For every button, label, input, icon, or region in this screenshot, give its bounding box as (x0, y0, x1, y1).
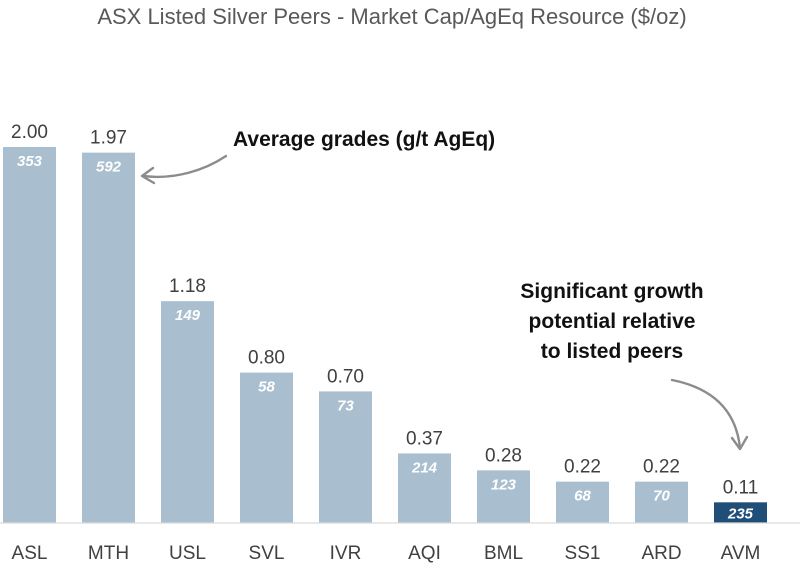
category-label-usl: USL (169, 543, 206, 564)
value-label-ard: 0.22 (643, 457, 680, 478)
grade-label-usl: 149 (175, 307, 201, 324)
grades-arrow-icon (141, 154, 228, 178)
category-label-mth: MTH (88, 543, 129, 564)
category-label-ivr: IVR (330, 543, 362, 564)
value-label-usl: 1.18 (169, 276, 206, 297)
value-label-mth: 1.97 (90, 128, 127, 149)
category-label-bml: BML (484, 543, 523, 564)
chart-title: ASX Listed Silver Peers - Market Cap/AgE… (97, 4, 686, 29)
bar-svl (240, 372, 293, 523)
grade-label-mth: 592 (96, 159, 122, 176)
bar-group: 2.00 353 ASL 1.97 592 MTH 1.18 149 USL 0.80 58 SVL 0… (3, 122, 767, 564)
grade-label-asl: 353 (17, 153, 43, 170)
category-label-ard: ARD (641, 543, 681, 564)
value-label-avm: 0.11 (723, 477, 759, 498)
growth-annotation-line-2: potential relative (529, 310, 696, 333)
grade-label-aqi: 214 (411, 459, 438, 476)
category-label-asl: ASL (12, 543, 48, 564)
growth-arrowhead-icon (730, 435, 749, 451)
growth-arrow-icon (670, 378, 742, 450)
bar-asl (3, 147, 56, 523)
bar-usl (161, 301, 214, 523)
grade-label-bml: 123 (491, 476, 517, 493)
category-label-ss1: SS1 (565, 543, 601, 564)
bar-ard (635, 481, 688, 523)
growth-annotation-line-3: to listed peers (541, 340, 683, 363)
value-label-svl: 0.80 (248, 348, 285, 369)
bar-bml (477, 470, 530, 523)
value-label-bml: 0.28 (485, 445, 522, 466)
category-label-aqi: AQI (408, 543, 441, 564)
growth-annotation-line-1: Significant growth (520, 280, 703, 303)
category-label-svl: SVL (249, 543, 285, 564)
grade-label-svl: 58 (258, 379, 275, 396)
grade-label-avm: 235 (727, 506, 754, 523)
grade-label-ivr: 73 (337, 397, 354, 414)
grade-label-ard: 70 (653, 488, 670, 505)
bar-mth (82, 152, 135, 523)
bar-aqi (398, 453, 451, 523)
grades-annotation: Average grades (g/t AgEq) (233, 128, 495, 151)
value-label-aqi: 0.37 (406, 428, 443, 449)
bar-ivr (319, 391, 372, 523)
value-label-ss1: 0.22 (564, 457, 601, 478)
grade-label-ss1: 68 (574, 488, 591, 505)
grades-arrowhead-icon (140, 166, 156, 185)
category-label-avm: AVM (721, 543, 761, 564)
value-label-ivr: 0.70 (327, 366, 364, 387)
bar-ss1 (556, 481, 609, 523)
bar-avm (714, 502, 767, 523)
value-label-asl: 2.00 (11, 122, 48, 143)
